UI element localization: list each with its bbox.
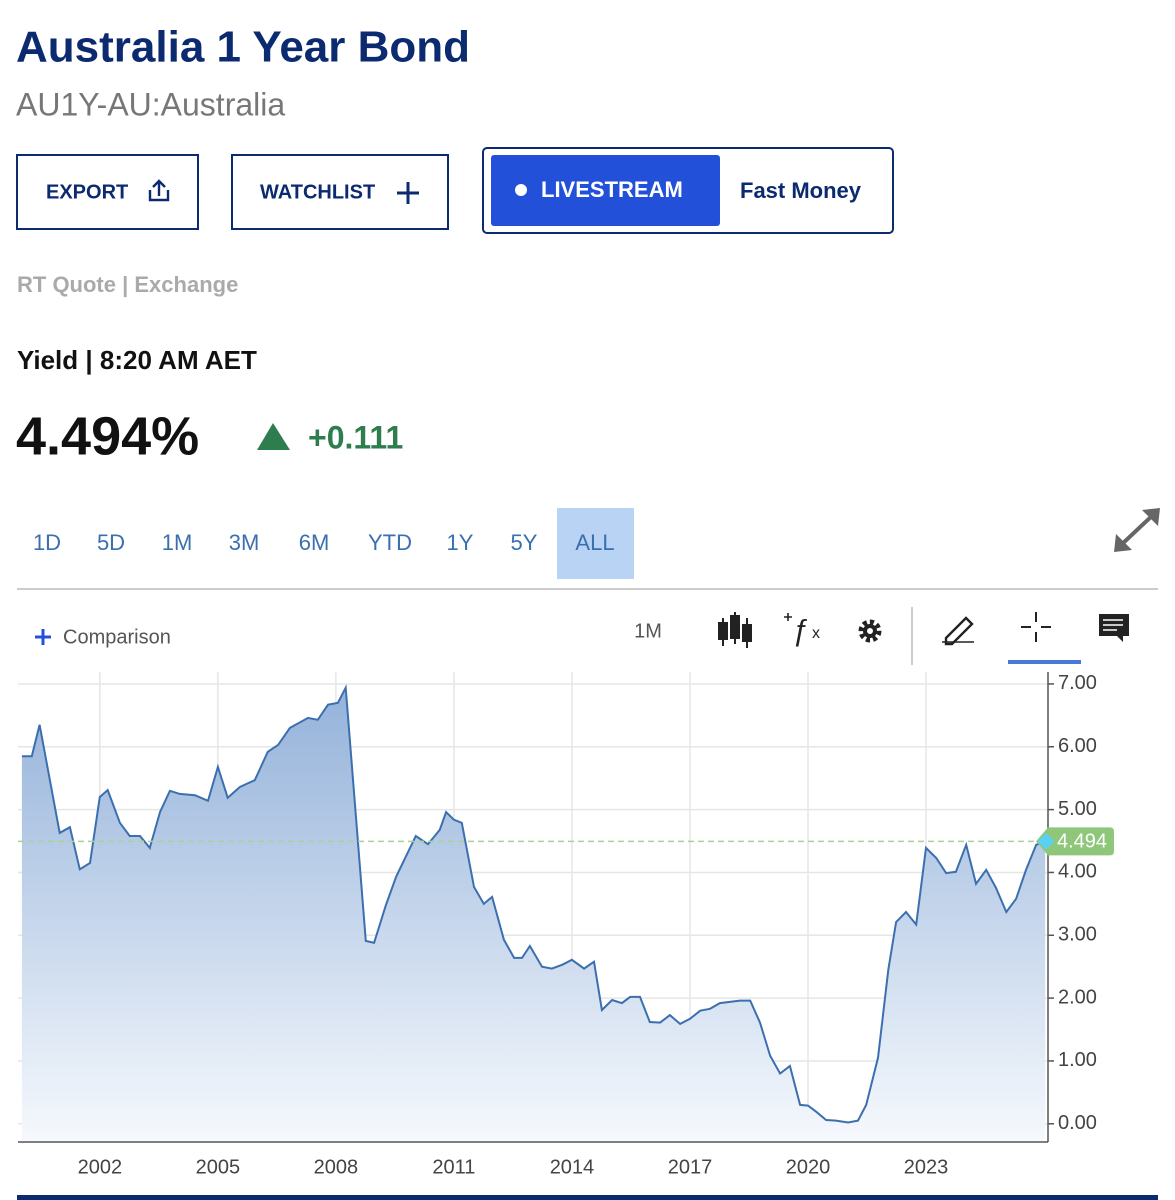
- quote-change: +0.111: [308, 419, 403, 455]
- range-tab[interactable]: 5Y: [511, 530, 538, 555]
- y-tick-label: 3.00: [1058, 924, 1097, 946]
- title: Australia 1 Year Bond: [16, 23, 470, 72]
- crosshair-button[interactable]: [1008, 612, 1081, 664]
- y-tick-label: 0.00: [1058, 1112, 1097, 1134]
- range-tab[interactable]: 1D: [33, 530, 61, 555]
- export-label: EXPORT: [46, 181, 128, 203]
- up-arrow: [257, 423, 290, 450]
- svg-text:ƒ: ƒ: [792, 614, 809, 647]
- current-value-point: [1037, 832, 1055, 850]
- range-tabs: 1D 5D 1M 3M 6M YTD 1Y 5Y ALL: [33, 508, 634, 579]
- draw-button[interactable]: [942, 616, 974, 646]
- range-tab[interactable]: 1M: [162, 530, 193, 555]
- x-tick-label: 2023: [904, 1156, 949, 1178]
- range-tab[interactable]: 1Y: [447, 530, 474, 555]
- y-tick-label: 5.00: [1058, 798, 1097, 820]
- candlestick-button[interactable]: [718, 612, 752, 648]
- watchlist-label: WATCHLIST: [260, 181, 375, 203]
- livestream-button[interactable]: LIVESTREAM: [491, 155, 720, 226]
- y-tick-label: 7.00: [1058, 672, 1097, 694]
- y-tick-label: 6.00: [1058, 735, 1097, 757]
- comparison-button[interactable]: Comparison: [35, 626, 171, 648]
- x-tick-label: 2014: [550, 1156, 595, 1178]
- range-tab[interactable]: 5D: [97, 530, 125, 555]
- x-tick-label: 2002: [78, 1156, 123, 1178]
- quote-source: RT Quote | Exchange: [17, 272, 238, 297]
- quote-price: 4.494%: [16, 406, 199, 466]
- x-tick-label: 2017: [668, 1156, 713, 1178]
- svg-text:x: x: [812, 625, 820, 642]
- range-tab[interactable]: 3M: [229, 530, 260, 555]
- interval-button[interactable]: 1M: [634, 620, 662, 642]
- y-tick-label: 2.00: [1058, 986, 1097, 1008]
- x-tick-label: 2011: [432, 1156, 475, 1178]
- export-button[interactable]: EXPORT: [16, 154, 199, 230]
- annotation-button[interactable]: [1099, 614, 1129, 642]
- x-tick-label: 2020: [786, 1156, 831, 1178]
- y-tick-label: 4.00: [1058, 861, 1097, 883]
- y-tick-label: 1.00: [1058, 1049, 1097, 1071]
- x-tick-label: 2008: [314, 1156, 359, 1178]
- current-value-tag: [1036, 827, 1114, 856]
- bottom-bar: [17, 1195, 1158, 1200]
- active-tab-bg: [557, 508, 634, 579]
- range-tab[interactable]: YTD: [368, 530, 412, 555]
- livestream-label: LIVESTREAM: [541, 177, 683, 202]
- comparison-label: Comparison: [63, 626, 171, 648]
- current-value-label: 4.494: [1057, 831, 1107, 853]
- watchlist-button[interactable]: WATCHLIST: [231, 154, 449, 230]
- fast-money-link[interactable]: Fast Money: [740, 178, 862, 203]
- indicator-button[interactable]: ƒ x: [784, 613, 820, 647]
- expand-button[interactable]: [1114, 508, 1160, 552]
- quote-time: Yield | 8:20 AM AET: [17, 345, 257, 375]
- x-tick-label: 2005: [196, 1156, 241, 1178]
- area: [21, 687, 1046, 1142]
- range-tab[interactable]: ALL: [575, 530, 614, 555]
- line: [21, 684, 1046, 1124]
- subtitle: AU1Y-AU:Australia: [16, 86, 285, 122]
- range-tab[interactable]: 6M: [299, 530, 330, 555]
- settings-button[interactable]: [858, 619, 882, 643]
- price-chart: 2002 2005 2008 2011 2014 2017 2020 2023 0.00 1.00…: [18, 672, 1114, 1178]
